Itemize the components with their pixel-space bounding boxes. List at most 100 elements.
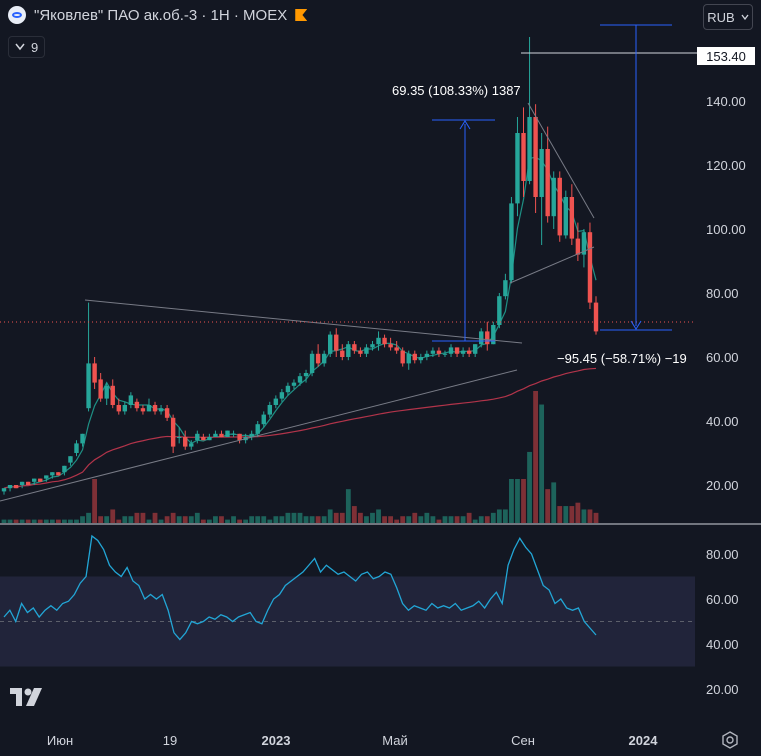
candle (497, 293, 502, 329)
candle (237, 433, 242, 444)
volume-bar (424, 512, 430, 523)
candle (134, 398, 140, 412)
candle (13, 485, 19, 489)
candle-body (13, 485, 19, 489)
candle (352, 341, 357, 354)
candle (545, 126, 550, 223)
candle-body (491, 325, 496, 345)
candle-body (334, 334, 339, 351)
indicators-toggle[interactable]: 9 (8, 36, 46, 58)
candle-body (593, 302, 599, 332)
candle-body (104, 385, 109, 399)
candle-body (454, 347, 460, 354)
volume-bar (255, 516, 261, 523)
moving-averages (3, 156, 597, 489)
volume-bar (581, 509, 587, 523)
candle-body (237, 433, 242, 441)
rsi-tick-label: 20.00 (706, 682, 739, 697)
volume-bar (267, 519, 273, 523)
candle-body (388, 344, 393, 348)
volume-bar (37, 519, 43, 523)
volume-bar (158, 519, 164, 523)
candle (255, 421, 260, 437)
candle-body (328, 334, 333, 354)
candle-body (213, 433, 218, 437)
candle-body (485, 331, 490, 345)
rsi-tick-label: 40.00 (706, 637, 739, 652)
candle (86, 302, 91, 412)
candle-body (183, 437, 188, 447)
price-axis: 140.00 120.00 100.00 80.00 60.00 40.00 20.00 (706, 94, 746, 493)
trendline-top (527, 102, 595, 219)
time-tick-label: 2024 (629, 733, 659, 748)
candle (466, 347, 472, 357)
volume-bar (231, 516, 236, 523)
candle (551, 171, 556, 229)
candle (104, 382, 109, 405)
volume-bar (490, 512, 496, 523)
volume-bar (122, 516, 128, 523)
tradingview-logo-icon (10, 688, 42, 706)
volume-bar (551, 482, 557, 523)
candle-body (98, 379, 103, 399)
candle (328, 331, 333, 357)
candle (7, 485, 13, 492)
volume-bar (345, 489, 351, 523)
chevron-down-icon (15, 43, 25, 51)
price-tick-label: 80.00 (706, 286, 739, 301)
volume-bar (140, 512, 146, 523)
settings-gear-icon[interactable] (720, 730, 740, 750)
candle (92, 357, 97, 389)
volume-bar (478, 516, 484, 523)
volume-bar (273, 516, 279, 523)
candle (32, 478, 37, 485)
candle-body (207, 437, 212, 441)
candle-body (134, 401, 140, 409)
volume-bar (19, 519, 25, 523)
volume-bar (364, 516, 369, 523)
candle-body (303, 373, 309, 377)
candle-body (321, 353, 327, 364)
time-tick-label: Сен (511, 733, 535, 748)
candle-body (195, 433, 200, 441)
candle-body (152, 405, 158, 412)
candle-body (92, 363, 97, 383)
candle (74, 440, 79, 457)
candle-body (62, 465, 67, 473)
candle-body (557, 177, 562, 236)
candle (164, 405, 170, 421)
candle-body (19, 481, 25, 485)
volume-bar (327, 509, 333, 523)
candle-body (44, 475, 49, 479)
candle (231, 430, 236, 437)
volume-bar (7, 519, 13, 523)
candle (158, 405, 164, 415)
candle-body (128, 395, 134, 405)
candle (581, 229, 587, 268)
measure-down-arrowhead (630, 320, 642, 330)
symbol-header[interactable]: "Яковлев" ПАО ак.об.-3 · 1H · MOEX (8, 6, 308, 24)
candle-body (497, 296, 502, 325)
volume-bar (104, 516, 110, 523)
candle (587, 222, 593, 309)
flag-icon[interactable] (295, 9, 308, 21)
candle (303, 369, 309, 383)
candle (376, 331, 381, 351)
volume-bar (351, 506, 357, 523)
volume-bar (55, 519, 61, 523)
candle-body (509, 203, 514, 281)
price-tick-label: 100.00 (706, 222, 746, 237)
candle-body (50, 472, 55, 476)
candle (334, 328, 339, 357)
candle (98, 373, 103, 402)
candle-body (261, 414, 266, 425)
time-tick-label: Май (382, 733, 407, 748)
currency-select[interactable]: RUB (703, 4, 753, 30)
volume-bar (291, 512, 297, 523)
volume-bar (110, 509, 116, 523)
candle-body (170, 417, 176, 447)
candle (249, 430, 254, 441)
volume-bar (243, 519, 249, 523)
volume-bar (406, 516, 412, 523)
